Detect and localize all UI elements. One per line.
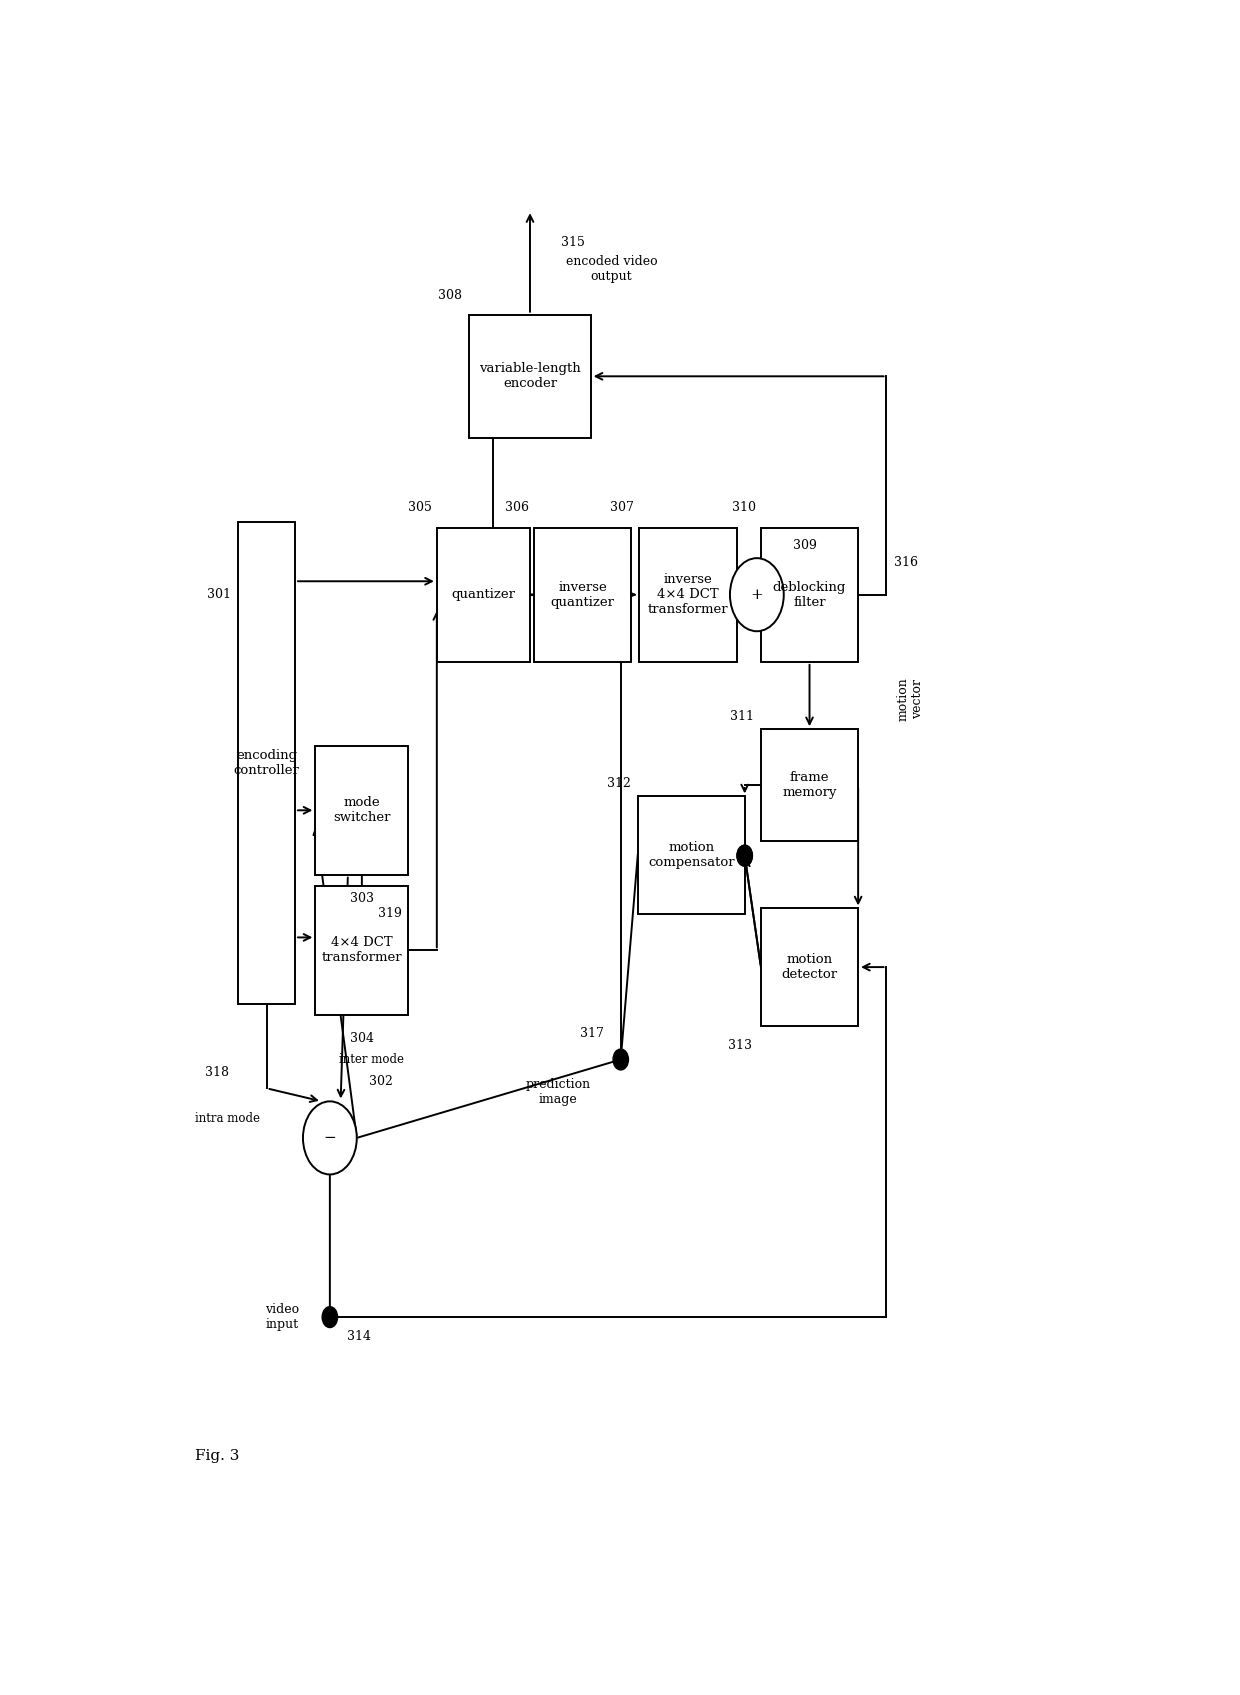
Text: 305: 305 [408,502,432,514]
Text: 4×4 DCT
transformer: 4×4 DCT transformer [321,936,402,964]
Text: intra mode: intra mode [195,1112,259,1125]
FancyBboxPatch shape [436,527,529,663]
Text: 310: 310 [732,502,755,514]
Text: encoding
controller: encoding controller [233,749,300,776]
Text: frame
memory: frame memory [782,771,837,798]
Text: video
input: video input [265,1303,299,1331]
Text: encoded video
output: encoded video output [565,254,657,283]
FancyBboxPatch shape [469,315,590,437]
Text: Fig. 3: Fig. 3 [195,1449,239,1463]
Text: variable-length
encoder: variable-length encoder [479,363,580,390]
Text: deblocking
filter: deblocking filter [773,581,846,609]
Text: 312: 312 [606,776,630,790]
FancyBboxPatch shape [761,527,858,663]
Text: 308: 308 [438,288,463,302]
Text: inter mode: inter mode [339,1053,404,1066]
Text: 313: 313 [728,1039,751,1053]
Text: 302: 302 [368,1075,393,1088]
Text: 306: 306 [505,502,528,514]
Text: 317: 317 [580,1027,604,1041]
Text: 303: 303 [350,892,374,905]
Circle shape [730,558,784,631]
Text: 301: 301 [207,588,231,600]
FancyBboxPatch shape [637,797,745,914]
Text: 309: 309 [792,539,817,551]
FancyBboxPatch shape [534,527,631,663]
Text: 304: 304 [350,1032,374,1044]
Text: 316: 316 [894,556,918,568]
FancyBboxPatch shape [238,522,295,1003]
Text: 307: 307 [610,502,634,514]
Text: 319: 319 [378,907,402,920]
Text: +: + [750,588,764,602]
Text: quantizer: quantizer [451,588,516,602]
Text: inverse
quantizer: inverse quantizer [551,581,615,609]
Circle shape [322,1307,337,1327]
FancyBboxPatch shape [315,746,408,875]
Text: motion
compensator: motion compensator [649,841,734,870]
Circle shape [613,1049,629,1070]
Text: mode
switcher: mode switcher [334,797,391,824]
Text: inverse
4×4 DCT
transformer: inverse 4×4 DCT transformer [647,573,728,617]
FancyBboxPatch shape [761,909,858,1025]
FancyBboxPatch shape [761,729,858,841]
Text: 311: 311 [729,710,754,722]
Text: prediction
image: prediction image [526,1078,590,1107]
Circle shape [303,1102,357,1175]
Text: −: − [324,1131,336,1144]
Text: 318: 318 [205,1066,229,1080]
Text: 314: 314 [347,1331,371,1342]
Text: 315: 315 [562,236,585,249]
Text: motion
detector: motion detector [781,953,837,981]
FancyBboxPatch shape [640,527,737,663]
Circle shape [737,846,753,866]
Circle shape [737,846,753,866]
FancyBboxPatch shape [315,886,408,1015]
Text: motion
vector: motion vector [897,678,925,720]
